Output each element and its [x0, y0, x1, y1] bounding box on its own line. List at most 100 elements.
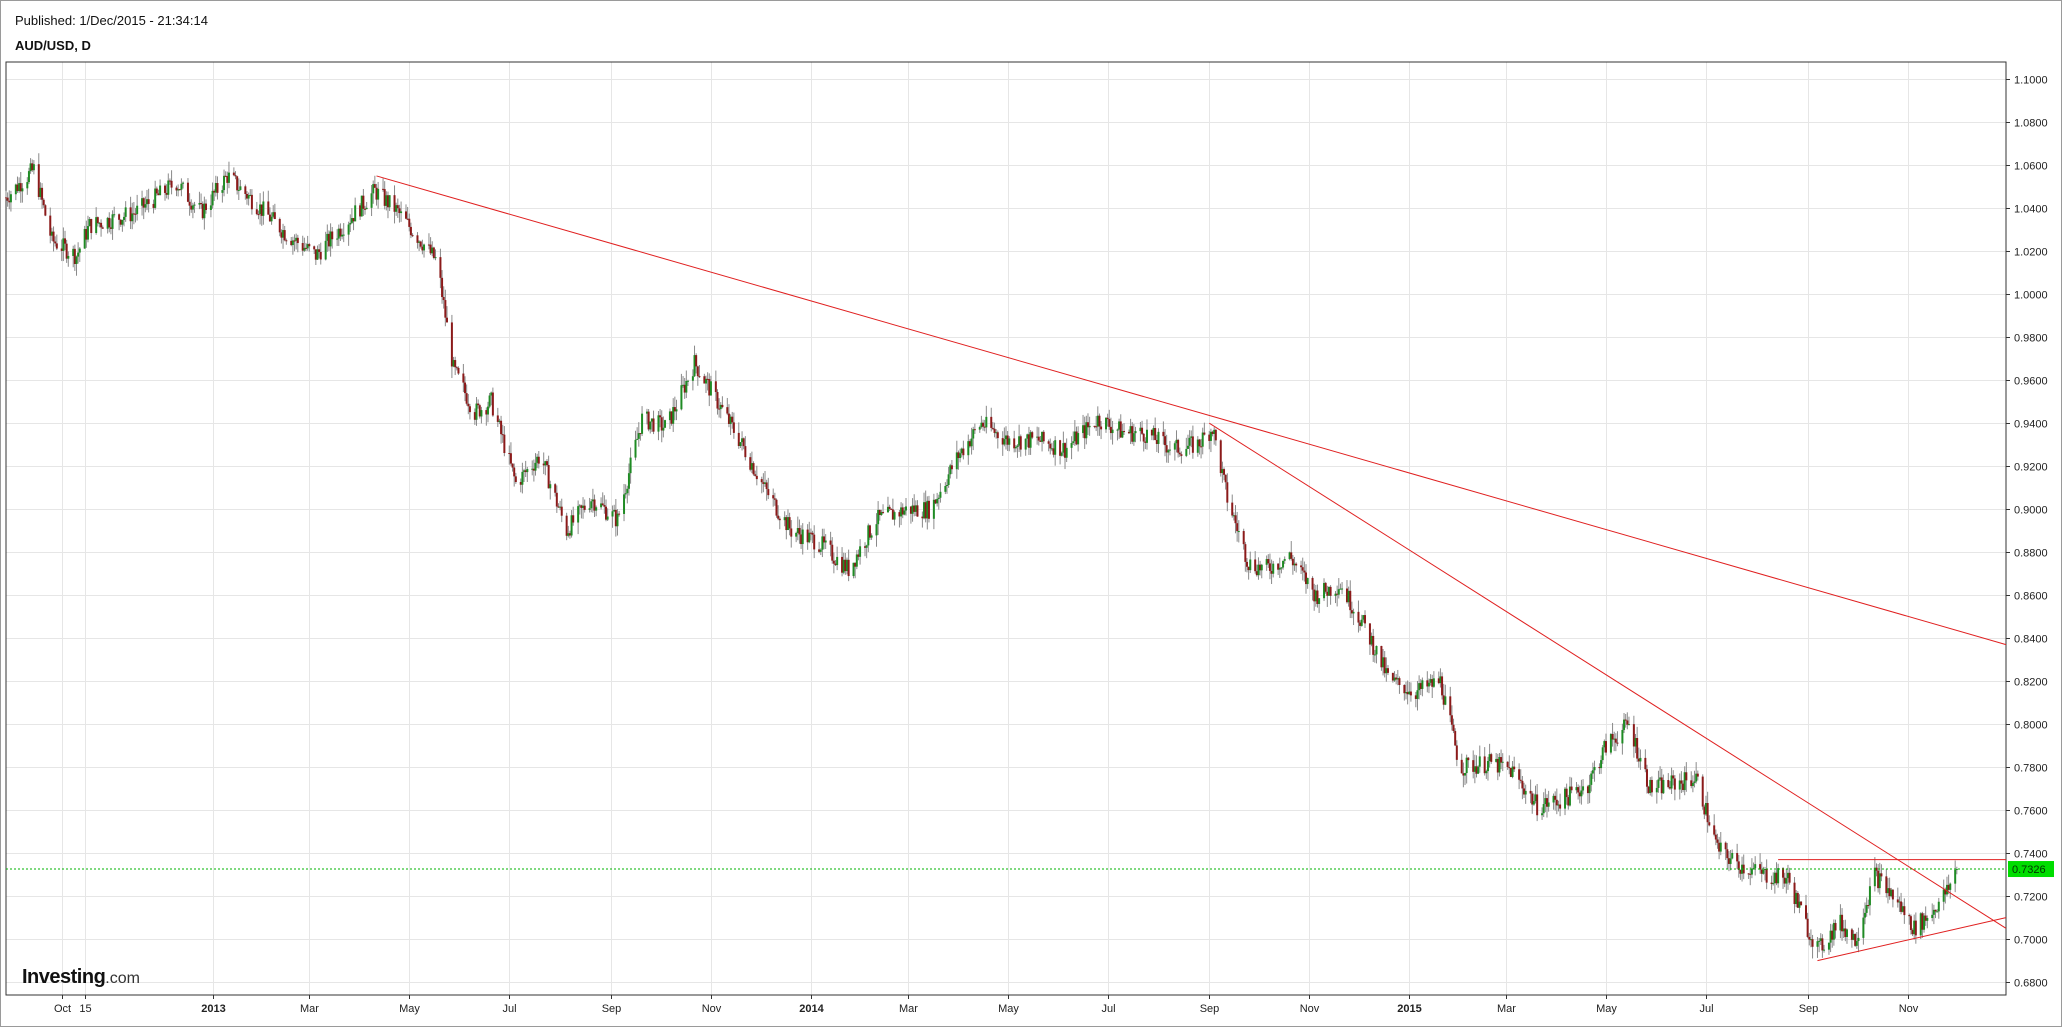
candle-up — [26, 182, 29, 189]
candle-up — [1157, 431, 1160, 444]
candle-down — [547, 465, 550, 489]
candle-up — [14, 184, 17, 195]
candle-up — [1186, 445, 1189, 449]
candle-up — [452, 360, 455, 367]
candle-up — [650, 418, 653, 422]
logo-brand: Investing — [22, 966, 106, 988]
candle-up — [400, 211, 403, 214]
candle-down — [927, 500, 930, 519]
candle-down — [1724, 842, 1727, 850]
candle-up — [1370, 635, 1373, 645]
candle-down — [85, 229, 88, 240]
candle-down — [260, 204, 263, 216]
candle-down — [439, 257, 442, 278]
candle-down — [352, 218, 355, 222]
candle-up — [1464, 773, 1467, 776]
candle-down — [1637, 758, 1640, 762]
candle-up — [77, 252, 80, 257]
candle-down — [1291, 558, 1294, 566]
candle-up — [1209, 431, 1212, 441]
candle-down — [1914, 920, 1917, 936]
candle-down — [1650, 779, 1653, 793]
candle-down — [721, 404, 724, 408]
candle-up — [960, 448, 963, 454]
candle-down — [1805, 905, 1807, 919]
candle-down — [1636, 737, 1639, 759]
candle-down — [1850, 929, 1853, 940]
candle-down — [1660, 777, 1663, 794]
candle-down — [773, 498, 776, 500]
candle-up — [480, 410, 483, 417]
grid — [6, 62, 2006, 995]
candle-up — [1237, 531, 1240, 533]
candle-up — [1190, 436, 1193, 438]
candle-down — [718, 408, 721, 410]
candle-down — [1106, 417, 1109, 420]
candle-down — [1386, 668, 1389, 673]
candle-down — [1372, 635, 1375, 655]
candle-down — [1164, 436, 1167, 446]
candle-up — [167, 180, 170, 195]
candle-down — [1027, 434, 1030, 448]
candle-up — [1282, 560, 1285, 568]
candle-up — [316, 249, 319, 260]
candle-up — [1327, 586, 1330, 596]
candle-up — [177, 189, 180, 191]
candle-up — [911, 505, 914, 514]
candle-up — [1473, 766, 1476, 772]
candle-down — [755, 475, 758, 480]
candle-up — [1168, 449, 1171, 451]
candle-down — [1834, 922, 1837, 931]
candle-down — [983, 426, 986, 428]
candle-up — [1719, 842, 1722, 852]
candle-up — [886, 506, 889, 513]
candle-down — [205, 203, 207, 210]
candle-up — [1118, 421, 1121, 430]
candle-up — [1005, 435, 1007, 440]
candle-down — [1483, 756, 1486, 774]
candle-up — [1495, 758, 1498, 762]
candle-down — [1242, 531, 1245, 545]
candle-down — [190, 205, 193, 210]
candle-down — [1760, 869, 1763, 874]
candle-up — [1593, 767, 1596, 771]
candle-up — [1026, 434, 1029, 439]
candle-up — [870, 535, 873, 538]
candle-down — [267, 201, 270, 215]
candle-up — [78, 248, 81, 253]
candle-down — [1668, 787, 1671, 789]
candle-down — [670, 411, 673, 424]
candle-up — [211, 190, 214, 206]
candle-down — [732, 422, 735, 433]
candle-up — [486, 406, 489, 415]
candle-down — [1701, 776, 1704, 807]
candle-down — [742, 438, 745, 447]
candle-up — [291, 240, 294, 246]
candle-down — [314, 249, 317, 260]
candle-down — [749, 457, 752, 470]
candle-up — [1288, 552, 1291, 560]
candle-up — [1923, 915, 1926, 930]
candle-down — [844, 559, 847, 572]
candle-up — [32, 164, 35, 171]
candle-up — [249, 194, 252, 196]
candle-down — [831, 544, 834, 561]
candle-up — [1823, 949, 1826, 951]
candle-down — [1567, 797, 1570, 806]
candle-down — [468, 406, 471, 413]
candle-down — [280, 232, 283, 238]
candle-up — [821, 536, 824, 550]
candle-down — [1908, 915, 1911, 917]
candle-up — [144, 204, 147, 208]
candle-down — [1867, 905, 1870, 907]
x-tick-label: Oct — [54, 1003, 71, 1015]
candle-down — [441, 277, 444, 297]
candle-down — [1098, 415, 1101, 427]
candle-down — [1013, 438, 1016, 449]
candle-up — [1777, 868, 1780, 884]
candle-down — [1885, 876, 1888, 894]
candle-down — [1880, 873, 1883, 877]
candle-up — [1818, 940, 1821, 942]
candle-up — [750, 463, 753, 470]
